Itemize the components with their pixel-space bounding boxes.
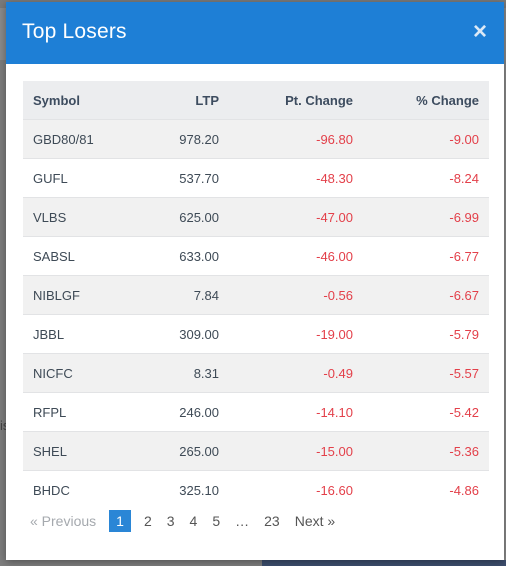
modal-header: Top Losers × [6,2,504,64]
cell-pt-change: -16.60 [229,470,363,509]
cell-symbol[interactable]: GBD80/81 [23,119,135,159]
previous-page-button[interactable]: « Previous [30,513,97,529]
cell-ltp: 8.31 [135,353,229,393]
cell-ltp: 537.70 [135,158,229,198]
table-row: BHDC 325.10 -16.60 -4.86 [23,470,489,509]
top-losers-modal: Top Losers × Symbol LTP Pt. Change % Cha… [6,2,504,560]
cell-symbol[interactable]: SABSL [23,236,135,276]
cell-pt-change: -47.00 [229,197,363,237]
cell-ltp: 265.00 [135,431,229,471]
cell-symbol[interactable]: VLBS [23,197,135,237]
modal-title: Top Losers [22,20,127,43]
table-row: NICFC 8.31 -0.49 -5.57 [23,353,489,393]
page-2-button[interactable]: 2 [143,513,152,529]
cell-pct-change: -6.67 [363,275,489,315]
background-left [0,60,8,566]
cell-pct-change: -6.77 [363,236,489,276]
losers-table: Symbol LTP Pt. Change % Change GBD80/81 … [23,81,489,509]
page-5-button[interactable]: 5 [212,513,221,529]
cell-ltp: 978.20 [135,119,229,159]
header-ltp[interactable]: LTP [135,81,229,120]
table-header-row: Symbol LTP Pt. Change % Change [23,81,489,120]
cell-symbol[interactable]: RFPL [23,392,135,432]
cell-symbol[interactable]: NICFC [23,353,135,393]
cell-pct-change: -5.57 [363,353,489,393]
table-row: VLBS 625.00 -47.00 -6.99 [23,197,489,237]
cell-pct-change: -5.79 [363,314,489,354]
cell-symbol[interactable]: JBBL [23,314,135,354]
pagination: « Previous 1 2 3 4 5 … 23 Next » [28,510,348,532]
page-1-button[interactable]: 1 [109,510,131,532]
cell-ltp: 633.00 [135,236,229,276]
cell-symbol[interactable]: NIBLGF [23,275,135,315]
cell-pct-change: -4.86 [363,470,489,509]
cell-pct-change: -8.24 [363,158,489,198]
cell-pct-change: -9.00 [363,119,489,159]
cell-pt-change: -46.00 [229,236,363,276]
cell-pt-change: -48.30 [229,158,363,198]
cell-ltp: 625.00 [135,197,229,237]
cell-symbol[interactable]: GUFL [23,158,135,198]
close-icon[interactable]: × [472,18,487,45]
table-row: SHEL 265.00 -15.00 -5.36 [23,431,489,471]
table-row: NIBLGF 7.84 -0.56 -6.67 [23,275,489,315]
cell-pct-change: -6.99 [363,197,489,237]
cell-pt-change: -0.56 [229,275,363,315]
cell-ltp: 309.00 [135,314,229,354]
cell-ltp: 7.84 [135,275,229,315]
table-row: GBD80/81 978.20 -96.80 -9.00 [23,119,489,159]
background-text: is [0,418,8,433]
pagination-ellipsis: … [235,513,250,529]
next-page-button[interactable]: Next » [294,513,336,529]
cell-symbol[interactable]: BHDC [23,470,135,509]
page-3-button[interactable]: 3 [166,513,175,529]
header-pt-change[interactable]: Pt. Change [229,81,363,120]
cell-pt-change: -19.00 [229,314,363,354]
table-row: GUFL 537.70 -48.30 -8.24 [23,158,489,198]
header-pct-change[interactable]: % Change [363,81,489,120]
cell-ltp: 325.10 [135,470,229,509]
cell-ltp: 246.00 [135,392,229,432]
cell-pct-change: -5.42 [363,392,489,432]
cell-pt-change: -15.00 [229,431,363,471]
cell-symbol[interactable]: SHEL [23,431,135,471]
cell-pct-change: -5.36 [363,431,489,471]
cell-pt-change: -14.10 [229,392,363,432]
background-bottom-bar [262,560,506,566]
page-4-button[interactable]: 4 [189,513,198,529]
table-row: JBBL 309.00 -19.00 -5.79 [23,314,489,354]
table-row: SABSL 633.00 -46.00 -6.77 [23,236,489,276]
cell-pt-change: -0.49 [229,353,363,393]
header-symbol[interactable]: Symbol [23,81,135,120]
background-bottom-left [0,560,262,566]
page-23-button[interactable]: 23 [264,513,280,529]
cell-pt-change: -96.80 [229,119,363,159]
table-row: RFPL 246.00 -14.10 -5.42 [23,392,489,432]
